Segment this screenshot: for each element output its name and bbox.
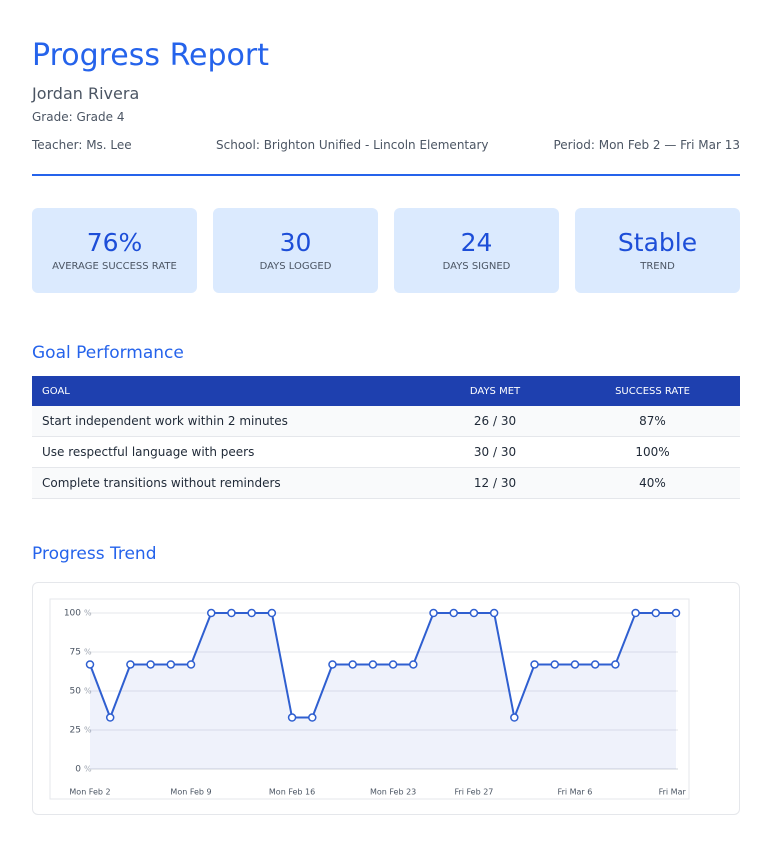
report-title: Progress Report [32, 38, 270, 73]
x-tick-label: Mon Feb 9 [170, 788, 211, 797]
goal-row: Start independent work within 2 minutes 2… [32, 406, 740, 437]
goal-table-wrap: GOAL DAYS MET SUCCESS RATE Start independen… [32, 376, 740, 499]
x-tick-label: Mon Feb 16 [269, 788, 315, 797]
chart-frame [49, 598, 690, 800]
cell: 26 / 30 [425, 406, 565, 437]
x-tick-label: Fri Feb 27 [454, 788, 493, 797]
stat-label: DAYS SIGNED [442, 261, 511, 272]
column-header: DAYS MET [425, 376, 565, 406]
column-header: GOAL [32, 376, 425, 406]
stat-label: AVERAGE SUCCESS RATE [52, 261, 177, 272]
x-tick-label: Fri Mar 6 [558, 788, 593, 797]
stat-card: 30 DAYS LOGGED [213, 208, 378, 293]
cell: Start independent work within 2 minutes [32, 406, 425, 437]
divider [32, 174, 740, 176]
goal-table: GOAL DAYS MET SUCCESS RATE Start independen… [32, 376, 740, 499]
x-tick-label: Fri Mar 1 [659, 788, 694, 797]
section-title: Progress Trend [32, 544, 157, 564]
chart-card: 0% 25% 50% 75% 100% Mon Feb 2 Mon Feb 9 Mon Feb… [32, 582, 740, 815]
point [348, 660, 357, 669]
y-tick-label: 0 [75, 765, 81, 775]
grade: Grade: Grade 4 [32, 110, 125, 124]
point [611, 660, 620, 669]
point [227, 608, 236, 618]
y-tick-label: 25 [70, 726, 81, 736]
section-title: Goal Performance [32, 343, 184, 363]
point [449, 608, 458, 618]
point [671, 608, 681, 618]
x-tick-label: Mon Feb 2 [69, 788, 110, 797]
cell: 12 / 30 [425, 467, 565, 499]
y-tick-label: 50 [70, 687, 82, 697]
point [388, 660, 398, 669]
header-row: GOAL DAYS MET SUCCESS RATE [32, 376, 740, 406]
point [328, 660, 337, 669]
teacher: Teacher: Ms. Lee [32, 138, 132, 152]
x-tick-label: Mon Feb 23 [370, 788, 416, 797]
point [105, 713, 115, 722]
cell: 40% [565, 467, 740, 499]
point [166, 660, 176, 669]
point [590, 660, 600, 669]
column-header: SUCCESS RATE [565, 376, 740, 406]
point [530, 660, 539, 669]
point [510, 713, 519, 722]
cell: Use respectful language with peers [32, 436, 425, 468]
stat-label: DAYS LOGGED [259, 261, 332, 272]
y-unit: % [84, 609, 92, 618]
point [409, 660, 418, 669]
point [550, 660, 560, 669]
point [267, 608, 277, 618]
cell: 87% [565, 406, 740, 437]
period: Period: Mon Feb 2 — Fri Mar 13 [553, 138, 740, 152]
stat-label: TREND [640, 261, 675, 272]
goal-row: Use respectful language with peers 30 / 3… [32, 436, 740, 468]
point [85, 660, 95, 669]
cell: Complete transitions without reminders [32, 467, 425, 499]
stat-card: 76% AVERAGE SUCCESS RATE [32, 208, 197, 293]
cell: 100% [565, 436, 740, 468]
point [206, 608, 216, 618]
y-unit: % [84, 726, 92, 735]
y-tick-label: 75 [70, 648, 81, 658]
y-tick-label: 100 [64, 609, 81, 619]
y-unit: % [84, 765, 92, 774]
area [90, 613, 676, 769]
point [570, 660, 580, 669]
point [631, 608, 640, 618]
stat-value: 30 [279, 228, 312, 257]
point [146, 660, 155, 669]
point [489, 608, 499, 618]
student-name: Jordan Rivera [32, 84, 140, 103]
stat-value: 24 [460, 228, 493, 257]
y-unit: % [84, 687, 92, 696]
stat-card: 24 DAYS SIGNED [394, 208, 559, 293]
cell: 30 / 30 [425, 436, 565, 468]
point [126, 660, 135, 669]
school: School: Brighton Unified - Lincoln Eleme… [216, 138, 489, 152]
goal-row: Complete transitions without reminders 12… [32, 467, 740, 499]
chart: 0 %25 %50 %75 %100 %Mon Feb 2 Mon Feb 9 Mon Feb… [49, 598, 694, 800]
point [186, 660, 196, 669]
point [368, 660, 378, 669]
point [287, 713, 297, 722]
y-unit: % [84, 648, 92, 657]
point [308, 713, 317, 722]
stat-card: Stable TREND [575, 208, 740, 293]
point [651, 608, 661, 618]
point [429, 608, 438, 618]
stat-value: 76% [86, 228, 143, 257]
point [247, 608, 256, 618]
point [469, 608, 479, 618]
stat-value: Stable [617, 228, 698, 257]
